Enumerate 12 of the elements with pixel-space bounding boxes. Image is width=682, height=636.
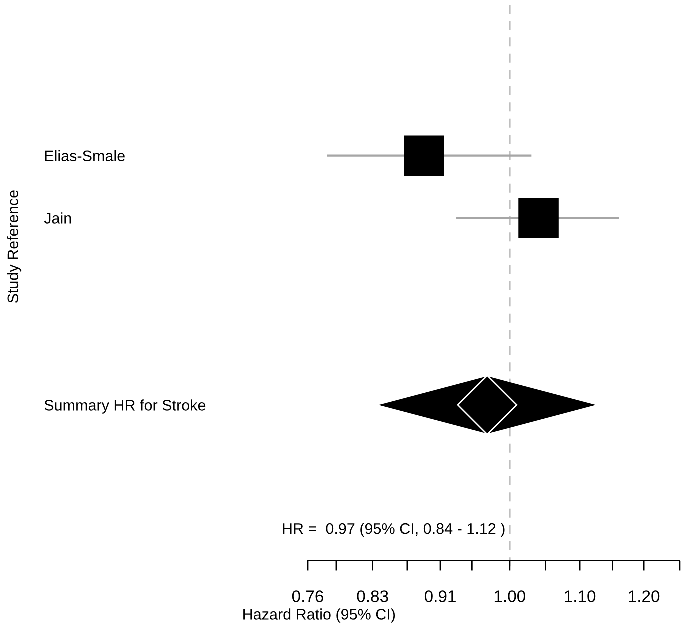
x-tick-label: 0.83	[357, 590, 388, 602]
x-axis-title: Hazard Ratio (95% CI)	[244, 608, 396, 623]
y-tick-label: Elias-Smale	[45, 150, 125, 162]
y-axis-title: Study Reference	[7, 190, 22, 304]
y-tick-label: Summary HR for Stroke	[44, 400, 206, 414]
x-tick-label: 1.00	[494, 590, 526, 602]
x-tick-label: 1.20	[629, 590, 660, 602]
x-tick-label: 1.10	[565, 590, 596, 602]
x-tick-label: 0.76	[292, 590, 324, 602]
x-tick-label: 0.91	[424, 590, 456, 602]
annotation: HR = 0.97 (95% CI, 0.84 - 1.12 )	[283, 523, 505, 538]
y-tick-label: Jain	[44, 212, 72, 224]
